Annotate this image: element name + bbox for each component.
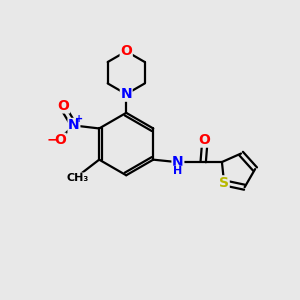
Text: N: N (68, 118, 80, 133)
Text: S: S (219, 176, 229, 190)
Text: +: + (75, 114, 83, 124)
Text: −: − (46, 132, 58, 146)
Text: CH₃: CH₃ (66, 173, 88, 183)
Text: N: N (172, 155, 184, 169)
Text: O: O (58, 99, 70, 113)
Text: H: H (173, 166, 182, 176)
Text: O: O (199, 133, 211, 147)
Text: O: O (120, 44, 132, 58)
Text: O: O (54, 133, 66, 147)
Text: N: N (120, 87, 132, 101)
